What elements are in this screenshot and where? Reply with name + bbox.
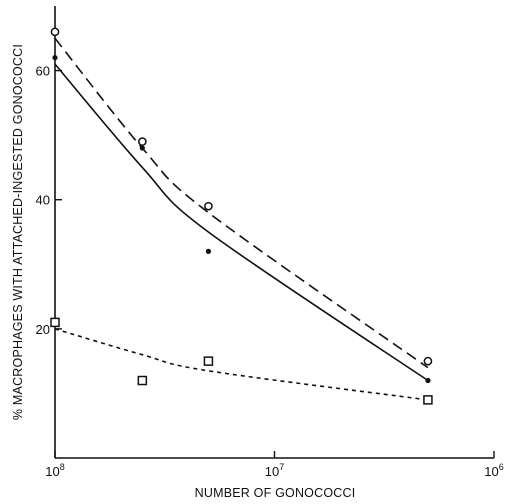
filled-dot-point	[205, 248, 212, 254]
open-circle-point	[50, 27, 60, 37]
filled-dot-point	[52, 55, 58, 61]
x-tick-label: 106	[484, 462, 503, 479]
x-tick-label: 107	[265, 462, 284, 479]
y-tick-label: 20	[36, 322, 50, 337]
fit-curves	[54, 37, 429, 401]
data-markers	[50, 27, 433, 405]
open-circle-point	[423, 356, 433, 366]
open-square-point	[50, 317, 60, 328]
open-circle-point	[137, 137, 147, 146]
filled-dot-point	[139, 145, 145, 151]
x-axis-title: NUMBER OF GONOCOCCI	[195, 486, 356, 500]
y-tick-label: 60	[36, 64, 50, 79]
y-axis-title: % MACROPHAGES WITH ATTACHED-INGESTED GON…	[11, 44, 25, 420]
x-ticks: 108 107 106	[45, 451, 504, 479]
fit-curve-long-dash	[54, 37, 429, 369]
x-tick-label: 108	[45, 462, 64, 479]
y-ticks: 20 40 60	[36, 64, 62, 337]
fit-curve-short-dash	[54, 328, 429, 401]
y-tick-label: 40	[36, 193, 50, 208]
open-square-point	[137, 375, 148, 386]
open-circle-point	[204, 201, 213, 211]
open-square-point	[423, 395, 433, 405]
open-square-point	[203, 356, 214, 366]
fit-curve-solid	[54, 63, 429, 382]
filled-dot-point	[425, 377, 431, 384]
